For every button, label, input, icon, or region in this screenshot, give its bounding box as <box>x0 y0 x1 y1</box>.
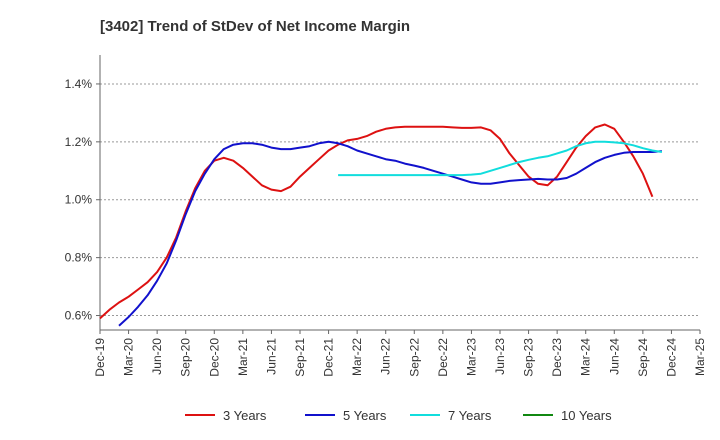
y-tick-label: 0.6% <box>65 309 93 323</box>
series-line-3-years <box>99 123 654 320</box>
x-tick-label: Dec-19 <box>93 338 107 377</box>
x-tick-label: Mar-21 <box>236 338 250 376</box>
y-tick-label: 1.2% <box>65 135 93 149</box>
y-tick-label: 1.0% <box>65 193 93 207</box>
x-tick-label: Jun-24 <box>607 338 621 375</box>
x-tick-label: Jun-21 <box>264 338 278 375</box>
x-tick-label: Sep-20 <box>179 338 193 377</box>
x-tick-label: Sep-24 <box>636 338 650 377</box>
x-tick-label: Mar-22 <box>350 338 364 376</box>
x-tick-label: Dec-22 <box>436 338 450 377</box>
x-tick-label: Sep-23 <box>522 338 536 377</box>
y-tick-label: 0.8% <box>65 251 93 265</box>
x-tick-label: Sep-22 <box>407 338 421 377</box>
legend: 3 Years 5 Years 7 Years 10 Years <box>185 408 612 423</box>
legend-label: 10 Years <box>561 408 612 423</box>
y-tick-label: 1.4% <box>65 77 93 91</box>
x-tick-label: Dec-20 <box>207 338 221 377</box>
x-tick-label: Mar-20 <box>122 338 136 376</box>
axes <box>96 55 701 334</box>
series-line-5-years <box>118 140 662 327</box>
series-lines <box>99 123 663 327</box>
series-line-7-years <box>338 140 663 177</box>
x-tick-label: Mar-23 <box>464 338 478 376</box>
x-tick-label: Dec-24 <box>664 338 678 377</box>
x-axis-ticks: Dec-19 Mar-20 Jun-20 Sep-20 Dec-20 Mar-21 Jun-… <box>93 338 707 377</box>
x-tick-label: Sep-21 <box>293 338 307 377</box>
x-tick-label: Jun-23 <box>493 338 507 375</box>
y-axis-ticks: 0.6% 0.8% 1.0% 1.2% 1.4% <box>65 77 93 323</box>
chart-title: [3402] Trend of StDev of Net Income Marg… <box>100 18 410 35</box>
x-tick-label: Jun-20 <box>150 338 164 375</box>
legend-label: 5 Years <box>343 408 387 423</box>
x-tick-label: Mar-24 <box>579 338 593 376</box>
x-tick-label: Dec-23 <box>550 338 564 377</box>
x-tick-label: Mar-25 <box>693 338 707 376</box>
x-tick-label: Dec-21 <box>322 338 336 377</box>
legend-label: 3 Years <box>223 408 267 423</box>
legend-label: 7 Years <box>448 408 492 423</box>
x-tick-label: Jun-22 <box>379 338 393 375</box>
